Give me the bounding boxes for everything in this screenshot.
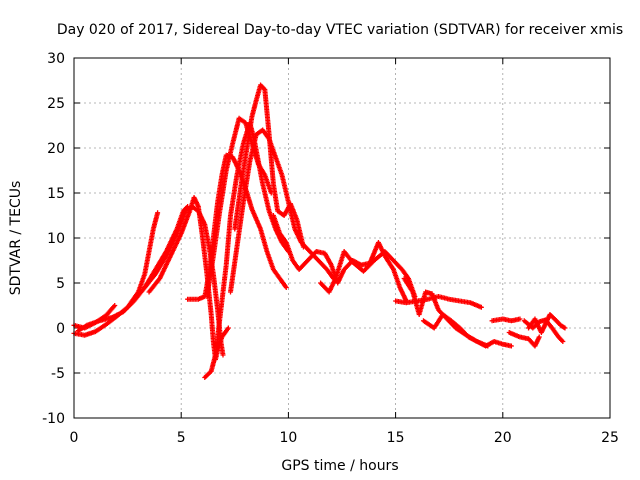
y-tick-label: 0 [56, 321, 65, 337]
data-point [155, 210, 161, 216]
series-arc8 [204, 115, 274, 299]
y-tick-label: 10 [47, 231, 65, 247]
chart-title: Day 020 of 2017, Sidereal Day-to-day VTE… [57, 22, 623, 38]
data-point [560, 339, 566, 344]
series-arc17 [506, 330, 542, 349]
data-point [283, 285, 289, 290]
x-tick-label: 10 [279, 430, 297, 446]
series-arc9 [228, 127, 336, 295]
data-series [71, 82, 568, 380]
y-tick-label: -10 [42, 411, 65, 427]
x-tick-label: 5 [177, 430, 186, 446]
data-point [220, 352, 226, 358]
data-point [517, 316, 523, 322]
y-tick-label: 30 [47, 51, 65, 67]
data-point [478, 304, 484, 310]
x-tick-label: 25 [601, 430, 619, 446]
x-tick-label: 0 [70, 430, 79, 446]
y-tick-labels: -10 -5 0 5 10 15 20 25 30 [42, 51, 65, 427]
series-arc19 [526, 312, 568, 335]
y-tick-label: 25 [47, 96, 65, 112]
data-point [562, 325, 568, 331]
x-tick-label: 15 [387, 430, 405, 446]
series-arc10 [232, 82, 306, 250]
series-arc15 [420, 312, 514, 349]
data-point [536, 334, 542, 340]
y-tick-label: 15 [47, 186, 65, 202]
y-tick-label: -5 [51, 366, 65, 382]
plot-frame [73, 57, 611, 419]
data-point [225, 325, 231, 331]
series-arc13 [393, 294, 484, 310]
series-arc14 [401, 276, 491, 349]
data-point [300, 244, 306, 250]
series-arc16 [489, 316, 523, 324]
data-point [112, 303, 118, 308]
y-tick-label: 20 [47, 141, 65, 157]
y-axis-label: SDTVAR / TECUs [8, 181, 24, 296]
y-tick-label: 5 [56, 276, 65, 292]
series-arc12 [318, 249, 418, 299]
x-tick-labels: 0 5 10 15 20 25 [70, 430, 619, 446]
x-axis-label: GPS time / hours [281, 458, 398, 474]
x-tick-label: 20 [494, 430, 512, 446]
data-point [508, 343, 514, 349]
series-arc11 [270, 213, 409, 304]
